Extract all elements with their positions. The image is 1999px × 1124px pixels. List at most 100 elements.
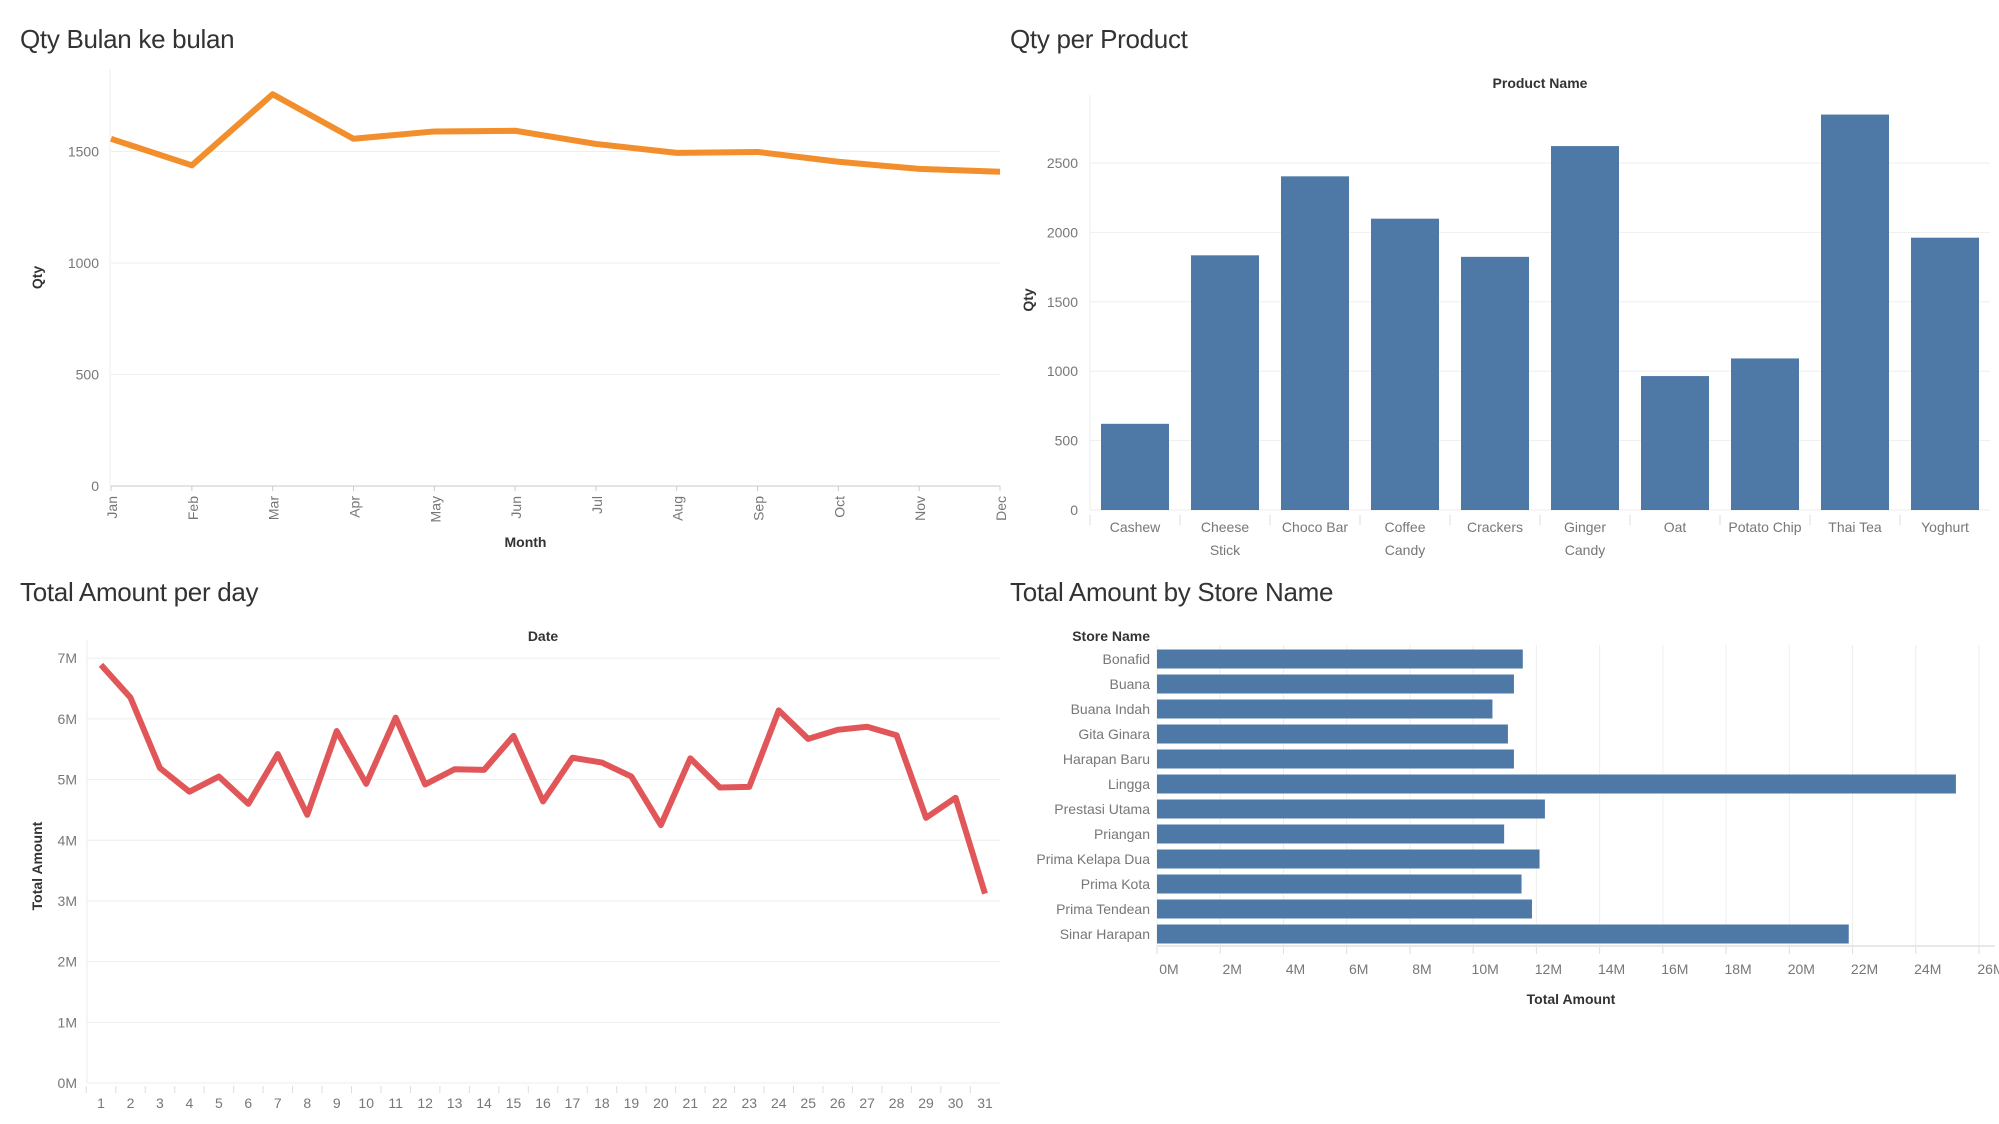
x-tick-label: Oct bbox=[831, 496, 847, 518]
bar-ginger-candy bbox=[1551, 146, 1619, 511]
y-tick-label: 1000 bbox=[1047, 363, 1078, 379]
bar-crackers bbox=[1461, 256, 1529, 510]
bar-oat bbox=[1641, 376, 1709, 510]
bar-potato-chip bbox=[1731, 358, 1799, 510]
x-tick-label: Choco Bar bbox=[1282, 519, 1348, 535]
x-tick-label: Potato Chip bbox=[1728, 519, 1801, 535]
chart-title-amount-per-day: Total Amount per day bbox=[20, 577, 259, 607]
x-tick-label: 2 bbox=[127, 1095, 135, 1111]
x-tick-label: May bbox=[427, 496, 443, 522]
y-tick-label: Prima Kota bbox=[1081, 876, 1150, 892]
qty-monthly-line bbox=[110, 91, 1001, 175]
x-tick-label: 25 bbox=[800, 1095, 816, 1111]
y-tick-label: Bonafid bbox=[1103, 651, 1150, 667]
x-tick-label: 19 bbox=[624, 1095, 640, 1111]
x-tick-label: 12M bbox=[1535, 961, 1562, 977]
y-tick-label: 1500 bbox=[1047, 294, 1078, 310]
x-tick-label: Mar bbox=[266, 496, 282, 520]
bar-prima-tendean bbox=[1157, 899, 1532, 919]
chart-title-amount-by-store: Total Amount by Store Name bbox=[1010, 577, 1334, 607]
x-axis-title: Total Amount bbox=[1527, 991, 1616, 1007]
y-axis-title: Total Amount bbox=[29, 821, 45, 910]
x-tick-label: 12 bbox=[417, 1095, 433, 1111]
x-tick-label: 23 bbox=[741, 1095, 757, 1111]
x-tick-label: 31 bbox=[977, 1095, 993, 1111]
bar-coffee-candy bbox=[1371, 218, 1439, 510]
x-tick-label: 10 bbox=[358, 1095, 374, 1111]
x-tick-label: Apr bbox=[346, 496, 362, 518]
x-tick-label: Cheese bbox=[1201, 519, 1249, 535]
bar-prima-kelapa-dua bbox=[1157, 849, 1540, 869]
y-tick-label: Sinar Harapan bbox=[1060, 926, 1150, 942]
x-tick-label: Dec bbox=[993, 496, 1009, 521]
bar-priangan bbox=[1157, 824, 1505, 844]
x-tick-label: Stick bbox=[1210, 542, 1241, 558]
x-tick-label: 14M bbox=[1598, 961, 1625, 977]
x-tick-label: Coffee bbox=[1385, 519, 1426, 535]
x-tick-label: 6M bbox=[1349, 961, 1368, 977]
bar-sinar-harapan bbox=[1157, 924, 1849, 944]
y-tick-label: Priangan bbox=[1094, 826, 1150, 842]
bar-choco-bar bbox=[1281, 176, 1349, 510]
y-tick-label: Buana bbox=[1110, 676, 1151, 692]
bar-yoghurt bbox=[1911, 237, 1979, 510]
y-tick-label: 2500 bbox=[1047, 155, 1078, 171]
x-axis-title: Month bbox=[505, 534, 547, 550]
x-tick-label: Jun bbox=[508, 496, 524, 519]
x-tick-label: Aug bbox=[670, 496, 686, 521]
bar-cashew bbox=[1101, 423, 1169, 510]
x-tick-label: 24M bbox=[1914, 961, 1941, 977]
x-tick-label: 11 bbox=[388, 1095, 403, 1111]
bar-prima-kota bbox=[1157, 874, 1522, 894]
x-tick-label: 20M bbox=[1788, 961, 1815, 977]
y-tick-label: 500 bbox=[76, 367, 100, 383]
x-tick-label: 26 bbox=[830, 1095, 846, 1111]
y-tick-label: 0 bbox=[1070, 502, 1078, 518]
bar-gita-ginara bbox=[1157, 724, 1508, 744]
x-tick-label: 2M bbox=[1223, 961, 1242, 977]
x-tick-label: 4 bbox=[186, 1095, 194, 1111]
y-axis-title: Qty bbox=[1020, 288, 1036, 312]
x-tick-label: 15 bbox=[506, 1095, 522, 1111]
y-tick-label: Lingga bbox=[1108, 776, 1150, 792]
x-tick-label: Crackers bbox=[1467, 519, 1523, 535]
bar-cheese-stick bbox=[1191, 255, 1259, 510]
x-tick-label: 7 bbox=[274, 1095, 282, 1111]
bar-buana bbox=[1157, 674, 1514, 694]
x-tick-label: Nov bbox=[912, 496, 928, 521]
x-tick-label: Oat bbox=[1664, 519, 1687, 535]
x-tick-label: 22 bbox=[712, 1095, 728, 1111]
x-tick-label: 5 bbox=[215, 1095, 223, 1111]
y-tick-label: 3M bbox=[58, 893, 77, 909]
x-tick-label: 22M bbox=[1851, 961, 1878, 977]
x-tick-label: Jan bbox=[104, 496, 120, 519]
x-tick-label: 14 bbox=[476, 1095, 492, 1111]
y-tick-label: 0 bbox=[91, 478, 99, 494]
x-tick-label: 20 bbox=[653, 1095, 669, 1111]
x-tick-label: 29 bbox=[918, 1095, 934, 1111]
x-tick-label: 0M bbox=[1159, 961, 1178, 977]
x-tick-label: 26M bbox=[1977, 961, 1999, 977]
x-tick-label: 4M bbox=[1286, 961, 1305, 977]
y-axis-title: Store Name bbox=[1072, 628, 1150, 644]
x-tick-label: Jul bbox=[589, 496, 605, 514]
y-axis-title: Qty bbox=[29, 266, 45, 290]
x-tick-label: Sep bbox=[751, 496, 767, 521]
y-tick-label: 5M bbox=[58, 772, 77, 788]
x-tick-label: 10M bbox=[1472, 961, 1499, 977]
x-tick-label: 21 bbox=[683, 1095, 699, 1111]
x-tick-label: 6 bbox=[244, 1095, 252, 1111]
y-tick-label: 500 bbox=[1055, 433, 1079, 449]
bar-thai-tea bbox=[1821, 114, 1889, 510]
y-tick-label: 2000 bbox=[1047, 224, 1078, 240]
y-tick-label: Buana Indah bbox=[1071, 701, 1150, 717]
x-tick-label: Thai Tea bbox=[1828, 519, 1882, 535]
bar-bonafid bbox=[1157, 649, 1523, 669]
x-tick-label: Cashew bbox=[1110, 519, 1161, 535]
y-tick-label: 2M bbox=[58, 954, 77, 970]
x-axis-title: Product Name bbox=[1493, 75, 1588, 91]
x-tick-label: 3 bbox=[156, 1095, 164, 1111]
x-tick-label: 13 bbox=[447, 1095, 463, 1111]
x-tick-label: 18 bbox=[594, 1095, 610, 1111]
